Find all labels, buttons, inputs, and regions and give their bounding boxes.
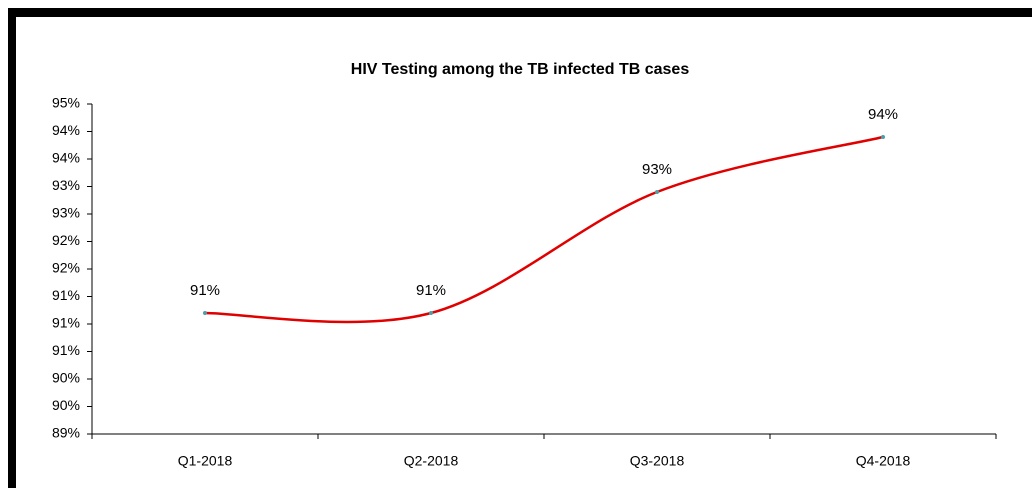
value-label: 91% (416, 282, 446, 299)
y-tick-label: 93% (52, 205, 80, 221)
y-tick-label: 92% (52, 232, 80, 248)
frame-left (8, 8, 16, 488)
y-tick-label: 93% (52, 177, 80, 193)
marker (881, 135, 885, 139)
x-tick-label: Q3-2018 (630, 453, 685, 469)
y-tick-label: 94% (52, 150, 80, 166)
x-tick-label: Q2-2018 (404, 453, 459, 469)
y-tick-label: 91% (52, 287, 80, 303)
x-tick-label: Q4-2018 (856, 453, 911, 469)
frame-top (8, 8, 1032, 17)
y-tick-label: 89% (52, 425, 80, 441)
x-tick-label: Q1-2018 (178, 453, 233, 469)
y-tick-label: 95% (52, 95, 80, 111)
y-tick-label: 92% (52, 260, 80, 276)
y-tick-label: 94% (52, 122, 80, 138)
value-label: 94% (868, 106, 898, 123)
y-tick-label: 91% (52, 342, 80, 358)
value-label: 91% (190, 282, 220, 299)
marker (203, 311, 207, 315)
chart-title: HIV Testing among the TB infected TB cas… (351, 61, 690, 78)
marker (655, 190, 659, 194)
value-label: 93% (642, 161, 672, 178)
y-tick-label: 90% (52, 370, 80, 386)
line (204, 135, 884, 324)
marker (429, 311, 433, 315)
y-tick-label: 91% (52, 315, 80, 331)
y-tick-label: 90% (52, 397, 80, 413)
